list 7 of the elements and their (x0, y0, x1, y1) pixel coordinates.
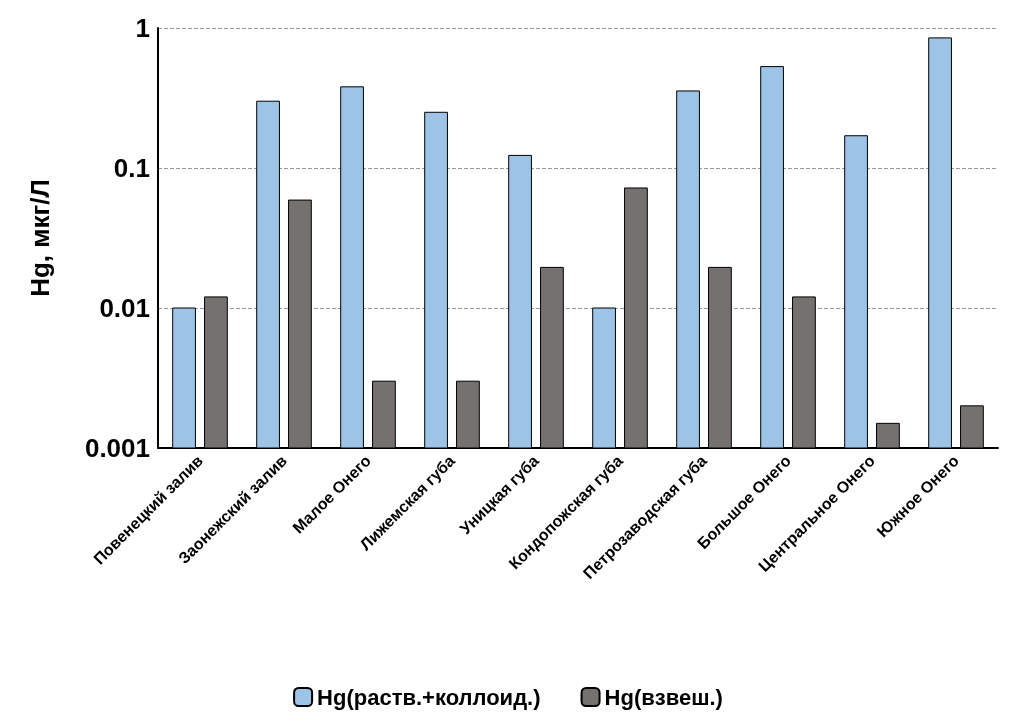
legend-label: Hg(взвеш.) (604, 684, 723, 710)
y-axis-title: Hg, мкг/Л (25, 179, 55, 297)
y-tick-label: 0.01 (99, 293, 150, 323)
legend-label: Hg(раств.+коллоид.) (317, 684, 541, 710)
y-tick-label: 1 (135, 13, 150, 43)
y-tick-label: 0.001 (84, 433, 150, 463)
y-tick-label: 0.1 (113, 153, 150, 183)
